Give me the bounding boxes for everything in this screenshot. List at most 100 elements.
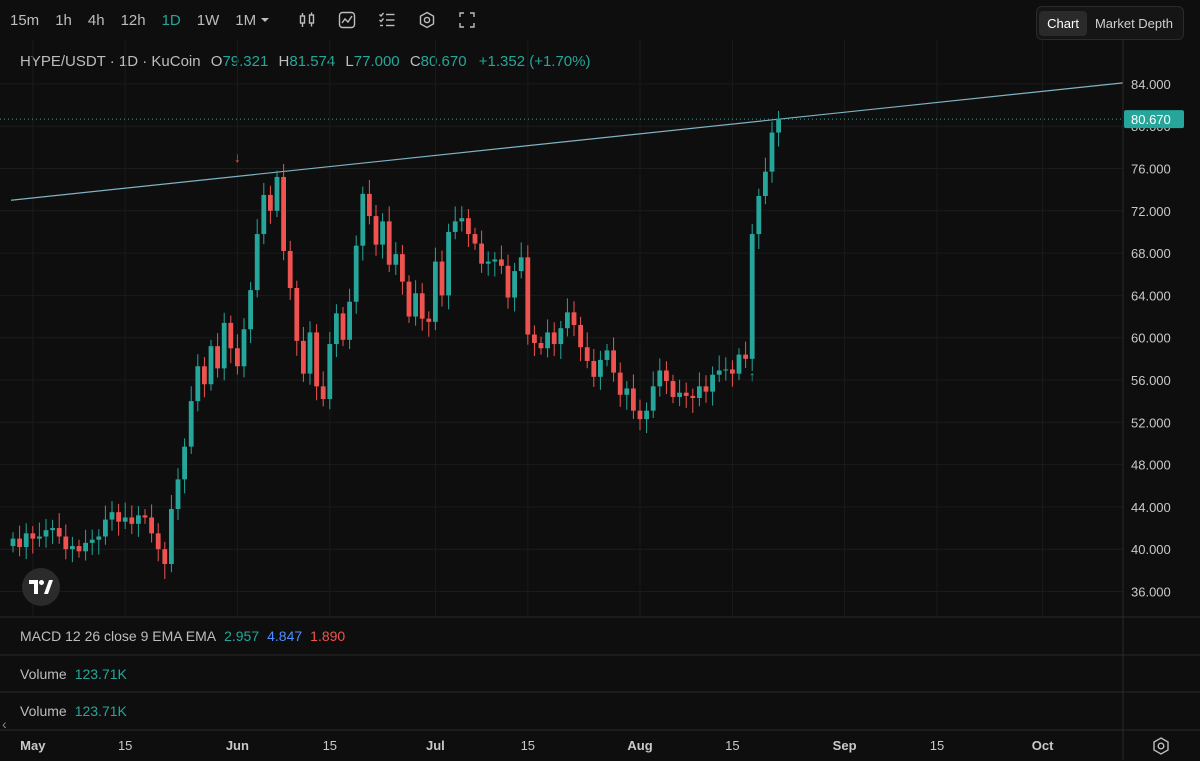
- candle-body: [703, 386, 709, 392]
- candle: [30, 526, 36, 554]
- timeframe-1w[interactable]: 1W: [196, 11, 220, 29]
- candle: [571, 301, 577, 337]
- candle: [551, 322, 557, 357]
- macd-legend[interactable]: MACD 12 26 close 9 EMA EMA 2.957 4.847 1.89…: [20, 628, 345, 644]
- view-switch: Chart Market Depth: [1036, 6, 1184, 40]
- candle-body: [149, 517, 154, 534]
- candle-body: [637, 410, 643, 420]
- candle: [228, 315, 234, 364]
- candle: [565, 298, 570, 337]
- tradingview-logo-icon[interactable]: [22, 568, 60, 606]
- candle: [235, 334, 240, 375]
- volume-legend-2[interactable]: Volume 123.71K: [20, 703, 127, 719]
- timeframe-1d[interactable]: 1D: [161, 11, 181, 29]
- caret-down-icon: [261, 18, 270, 22]
- candle-body: [56, 528, 62, 537]
- candle: [301, 326, 306, 382]
- timeframe-12h[interactable]: 12h: [120, 11, 146, 29]
- candle-body: [202, 366, 207, 385]
- macd-signal-value: 4.847: [267, 628, 303, 644]
- candle-body: [261, 194, 267, 235]
- market-depth-button[interactable]: Market Depth: [1094, 15, 1173, 31]
- candle-body: [228, 322, 234, 349]
- candle-body: [340, 313, 346, 340]
- candle: [769, 121, 775, 183]
- strategy-icon[interactable]: [378, 11, 396, 29]
- candle-body: [334, 313, 339, 345]
- candle: [347, 288, 352, 350]
- candle-body: [538, 342, 544, 349]
- axis-settings-icon[interactable]: [1151, 736, 1171, 756]
- candle-body: [30, 533, 36, 539]
- candle: [56, 513, 62, 544]
- chart-view-button[interactable]: Chart: [1039, 10, 1087, 36]
- candle-body: [268, 194, 273, 211]
- candle: [254, 219, 260, 298]
- candle: [149, 504, 154, 543]
- candle-body: [393, 254, 399, 265]
- candle: [129, 505, 135, 534]
- timeframe-15m[interactable]: 15m: [10, 11, 40, 29]
- candle-body: [769, 132, 775, 172]
- ohlc-legend: HYPE/USDT · 1D · KuCoin O79.321 H81.574 …: [20, 53, 590, 70]
- candle: [221, 312, 227, 381]
- timeframe-4h[interactable]: 4h: [87, 11, 105, 29]
- date-tick-label: Oct: [1032, 738, 1054, 753]
- candle: [353, 235, 359, 314]
- candle: [182, 438, 187, 494]
- candle-body: [611, 350, 616, 373]
- candle: [716, 355, 722, 383]
- candle: [558, 320, 564, 359]
- timeframe-1h[interactable]: 1h: [55, 11, 72, 29]
- candle: [657, 358, 663, 397]
- buy-signal-marker: ↑: [749, 368, 756, 384]
- candle-body: [301, 340, 306, 374]
- candle: [340, 307, 346, 347]
- candle: [472, 227, 478, 250]
- candle-body: [677, 392, 682, 397]
- candle-body: [406, 281, 412, 317]
- candle: [499, 245, 504, 275]
- candle: [393, 242, 399, 275]
- candle-body: [10, 538, 16, 547]
- candle-body: [558, 328, 564, 345]
- candle: [749, 223, 755, 371]
- timeframe-1m-dropdown[interactable]: 1M: [235, 12, 270, 29]
- volume-legend-1[interactable]: Volume 123.71K: [20, 666, 127, 682]
- candle: [419, 283, 425, 331]
- candle: [763, 157, 768, 205]
- low-value: 77.000: [353, 53, 400, 70]
- candle: [142, 509, 148, 524]
- candle: [532, 325, 537, 356]
- candle: [17, 525, 22, 557]
- candle-body: [690, 395, 696, 398]
- candle: [314, 324, 319, 401]
- candle-body: [505, 265, 511, 298]
- candle: [373, 204, 379, 256]
- scroll-left-chevron-icon[interactable]: ‹: [2, 716, 7, 732]
- candle-body: [479, 243, 484, 264]
- candle-body: [571, 312, 577, 326]
- candle-body: [380, 221, 385, 245]
- candle: [723, 357, 729, 381]
- date-tick-label: 15: [930, 738, 944, 753]
- candle-body: [103, 519, 108, 537]
- price-tick-label: 56.000: [1131, 373, 1171, 388]
- candle-body: [142, 515, 148, 518]
- candle: [591, 348, 597, 387]
- candle-body: [129, 517, 135, 524]
- candle-body: [419, 293, 425, 319]
- candle-body: [155, 533, 161, 550]
- candle: [611, 337, 616, 382]
- macd-value: 2.957: [224, 628, 260, 644]
- candle-body: [512, 271, 517, 298]
- candle: [43, 519, 49, 548]
- candle: [426, 311, 432, 337]
- settings-icon[interactable]: [418, 11, 436, 29]
- chart-type-icon[interactable]: [338, 11, 356, 29]
- candle-body: [89, 539, 95, 543]
- fullscreen-icon[interactable]: [458, 11, 476, 29]
- candle: [103, 505, 108, 545]
- indicators-icon[interactable]: [298, 11, 316, 29]
